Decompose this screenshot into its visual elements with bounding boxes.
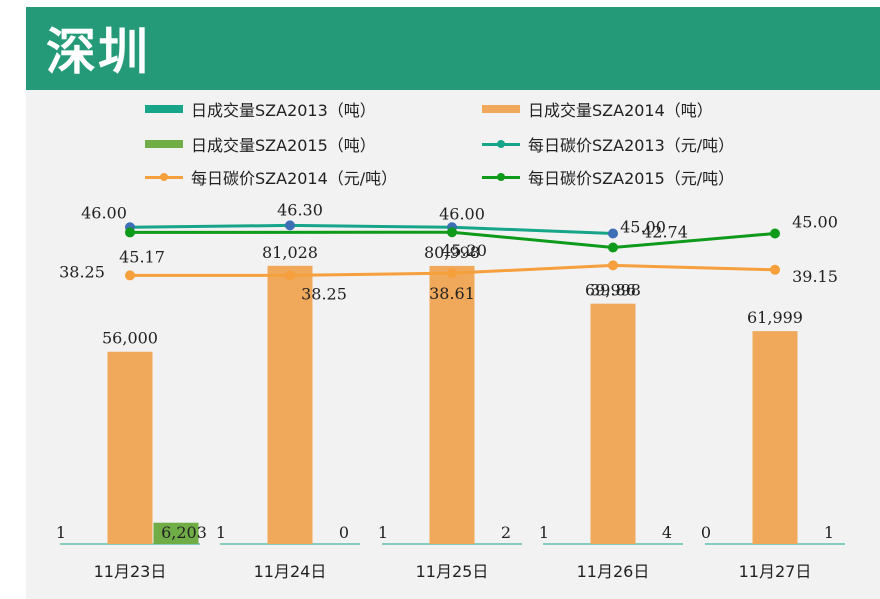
bar-2-0: [153, 522, 199, 544]
bar-label-2-4: 1: [824, 523, 834, 542]
bar-label-0-2: 1: [378, 523, 388, 542]
legend-swatch-line2015: [482, 171, 520, 183]
line-label-0-1: 46.30: [277, 200, 323, 219]
bar-label-2-2: 2: [501, 523, 511, 542]
bar-1-1: [267, 265, 313, 544]
bar-label-1-3: 69,998: [585, 281, 641, 300]
line-series-2: [129, 230, 776, 250]
legend-label-line2013: 每日碳价SZA2013（元/吨）: [528, 136, 735, 155]
legend: 日成交量SZA2013（吨） 日成交量SZA2014（吨） 日成交量SZA201…: [145, 97, 845, 192]
legend-label-bar2015: 日成交量SZA2015（吨）: [191, 136, 376, 155]
legend-item-bar2013: 日成交量SZA2013（吨）: [145, 97, 376, 121]
line-marker-2-2: [447, 227, 457, 238]
bar-label-0-0: 1: [56, 523, 66, 542]
bar-label-2-0: 6,203: [161, 523, 207, 542]
legend-item-line2015: 每日碳价SZA2015（元/吨）: [482, 165, 734, 189]
title-banner: [26, 7, 880, 90]
line-label-2-3: 42.74: [642, 223, 688, 242]
line-label-1-2: 38.61: [429, 284, 475, 303]
line-label-2-4: 45.00: [792, 212, 838, 231]
category-label-3: 11月26日: [577, 562, 650, 581]
bar-label-2-3: 4: [662, 523, 672, 542]
bar-label-1-1: 81,028: [262, 243, 318, 262]
line-label-0-2: 46.00: [439, 204, 485, 223]
legend-item-bar2014: 日成交量SZA2014（吨）: [482, 97, 713, 121]
line-series-0: [129, 223, 614, 235]
category-label-1: 11月24日: [254, 562, 327, 581]
line-marker-2-0: [125, 227, 135, 238]
bar-1-3: [590, 303, 636, 544]
line-label-2-0: 45.17: [119, 247, 165, 266]
line-label-1-3: 39.86: [590, 280, 636, 299]
line-marker-1-2: [447, 268, 457, 279]
legend-item-bar2015: 日成交量SZA2015（吨）: [145, 132, 376, 156]
line-marker-0-1: [285, 220, 295, 231]
line-label-0-0: 46.00: [81, 203, 127, 222]
line-marker-1-0: [125, 270, 135, 281]
legend-item-line2013: 每日碳价SZA2013（元/吨）: [482, 132, 734, 156]
line-marker-2-3: [608, 242, 618, 253]
legend-label-line2015: 每日碳价SZA2015（元/吨）: [528, 169, 735, 188]
category-label-4: 11月27日: [739, 562, 812, 581]
bar-label-1-4: 61,999: [747, 308, 803, 327]
line-marker-1-1: [285, 270, 295, 281]
bar-label-1-2: 80,998: [424, 243, 480, 262]
legend-swatch-line2013: [482, 138, 520, 150]
line-marker-2-4: [770, 228, 780, 239]
bar-label-1-0: 56,000: [102, 329, 158, 348]
line-label-1-1: 38.25: [301, 284, 347, 303]
bar-label-0-3: 1: [539, 523, 549, 542]
line-marker-1-3: [608, 260, 618, 271]
category-label-0: 11月23日: [94, 562, 167, 581]
legend-label-bar2013: 日成交量SZA2013（吨）: [191, 101, 376, 120]
line-label-2-2: 45.20: [441, 241, 487, 260]
legend-label-bar2014: 日成交量SZA2014（吨）: [528, 101, 713, 120]
legend-swatch-bar2014: [482, 105, 520, 113]
bar-label-0-1: 1: [216, 523, 226, 542]
line-marker-1-4: [770, 264, 780, 275]
line-label-0-3: 45.00: [620, 217, 666, 236]
line-marker-0-3: [608, 228, 618, 239]
bar-1-0: [107, 351, 153, 544]
bar-1-4: [752, 331, 798, 544]
bar-1-2: [429, 265, 475, 544]
legend-swatch-line2014: [145, 171, 183, 183]
legend-swatch-bar2015: [145, 140, 183, 148]
bar-label-2-1: 0: [339, 523, 349, 542]
category-label-2: 11月25日: [416, 562, 489, 581]
line-label-1-4: 39.15: [792, 267, 838, 286]
page-title: 深圳: [46, 23, 150, 81]
legend-item-line2014: 每日碳价SZA2014（元/吨）: [145, 165, 397, 189]
bar-label-0-4: 0: [701, 523, 711, 542]
line-label-1-0: 38.25: [59, 262, 105, 281]
legend-swatch-bar2013: [145, 105, 183, 113]
legend-label-line2014: 每日碳价SZA2014（元/吨）: [191, 169, 398, 188]
